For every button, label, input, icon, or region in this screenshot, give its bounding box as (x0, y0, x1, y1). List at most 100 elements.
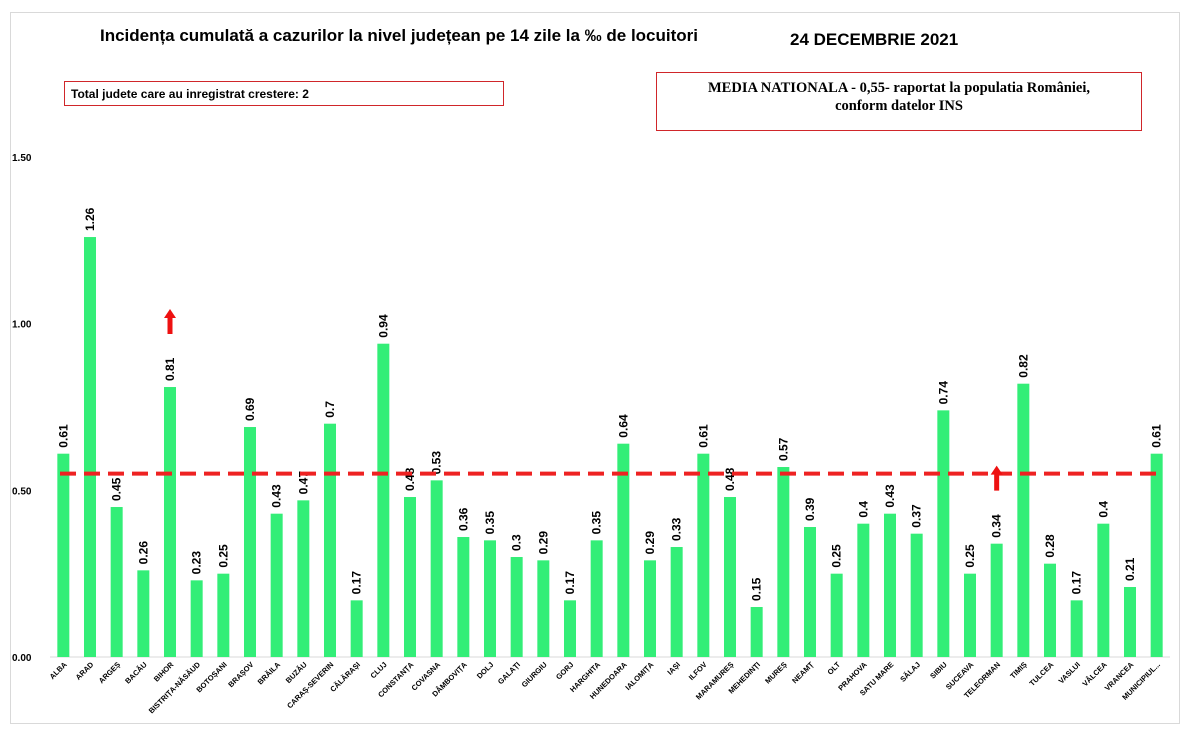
x-tick-label: NEAMȚ (790, 660, 816, 686)
bar-dâmbovița (457, 537, 470, 657)
data-label: 0.25 (830, 544, 844, 568)
data-label: 0.37 (910, 504, 924, 528)
data-label: 0.61 (696, 424, 710, 448)
bar-ilfov (697, 453, 710, 657)
bar-gorj (564, 600, 576, 657)
data-label: 0.82 (1016, 354, 1030, 378)
data-label: 0.17 (350, 571, 364, 595)
bar-botoșani (217, 573, 230, 657)
data-label: 0.48 (403, 467, 417, 491)
data-label: 0.69 (243, 397, 257, 421)
data-label: 0.26 (136, 541, 150, 565)
data-label: 0.3 (510, 534, 524, 551)
bar-brăila (270, 513, 283, 657)
bar-cluj (377, 343, 390, 657)
bar-suceava (964, 573, 976, 657)
x-tick-label: CARAȘ-SEVERIN (285, 660, 335, 710)
data-label: 0.17 (563, 571, 577, 595)
x-tick-label: SĂLAJ (898, 660, 922, 684)
chart-frame (10, 12, 1180, 724)
bar-harghita (590, 540, 603, 657)
data-label: 0.23 (190, 551, 204, 575)
national-average-line2: conform datelor INS (835, 98, 963, 114)
data-label: 0.34 (990, 514, 1004, 538)
x-tick-label: BIHOR (152, 660, 176, 684)
data-label: 0.36 (456, 507, 470, 531)
bar-brașov (244, 427, 256, 657)
data-label: 0.4 (1096, 501, 1110, 518)
bar-giurgiu (537, 560, 550, 657)
growth-count-box: Total judete care au inregistrat crester… (64, 81, 504, 106)
x-tick-label: ALBA (48, 660, 70, 682)
bar-sibiu (937, 410, 950, 657)
bar-călărași (350, 600, 363, 657)
bar-vaslui (1070, 600, 1083, 657)
data-label: 0.29 (643, 531, 657, 555)
bar-covasna (430, 480, 443, 657)
bar-bistrița-năsăud (190, 580, 203, 657)
bar-prahova (857, 523, 870, 657)
data-label: 0.7 (323, 401, 337, 418)
y-tick-label: 1.00 (12, 320, 32, 331)
bar-alba (57, 453, 70, 657)
bar-bacău (137, 570, 150, 657)
x-tick-label: BRĂILA (256, 660, 283, 687)
data-label: 0.4 (856, 501, 870, 518)
data-label: 0.61 (56, 424, 70, 448)
x-tick-label: ARGEȘ (97, 660, 122, 685)
national-average-line1: MEDIA NATIONALA - 0,55- raportat la popu… (708, 80, 1090, 96)
x-tick-label: IAȘI (665, 660, 682, 677)
x-tick-label: TULCEA (1028, 660, 1056, 688)
x-tick-label: BRAȘOV (226, 660, 255, 689)
x-tick-label: SIBIU (928, 660, 949, 681)
bar-dolj (484, 540, 496, 657)
data-label: 1.26 (83, 207, 97, 231)
bar-constanța (404, 497, 416, 657)
data-label: 0.33 (670, 517, 684, 541)
bar-argeș (110, 507, 123, 657)
data-label: 0.39 (803, 497, 817, 521)
x-tick-label: DOLJ (475, 660, 496, 681)
national-average-box: MEDIA NATIONALA - 0,55- raportat la popu… (656, 72, 1142, 131)
y-tick-label: 1.50 (12, 153, 32, 164)
bar-maramureș (724, 497, 736, 657)
x-tick-label: BACĂU (123, 660, 149, 686)
bar-bihor (164, 387, 176, 657)
data-label: 0.53 (430, 451, 444, 475)
increase-arrow-icon (990, 465, 1003, 491)
bar-hunedoara (617, 443, 630, 657)
data-label: 0.21 (1123, 557, 1137, 581)
x-tick-label: GALAȚI (496, 660, 522, 686)
bar-municipiul... (1150, 453, 1163, 657)
bar-olt (830, 573, 843, 657)
x-tick-label: ARAD (74, 660, 96, 682)
data-label: 0.47 (296, 471, 310, 495)
chart-title: Incidența cumulată a cazurilor la nivel … (100, 26, 699, 45)
bar-mehedinți (750, 607, 763, 657)
bar-sălaj (910, 533, 923, 657)
data-label: 0.17 (1070, 571, 1084, 595)
bar-vrancea (1124, 587, 1136, 657)
data-label: 0.15 (750, 577, 764, 601)
x-tick-label: CLUJ (369, 660, 389, 680)
data-label: 0.45 (110, 477, 124, 501)
chart-date: 24 DECEMBRIE 2021 (790, 30, 959, 49)
x-tick-label: ILFOV (687, 660, 709, 682)
data-label: 0.74 (936, 381, 950, 405)
bar-vâlcea (1097, 523, 1110, 657)
data-label: 0.81 (163, 357, 177, 381)
bar-galați (510, 557, 523, 657)
y-tick-label: 0.50 (12, 486, 32, 497)
bar-buzău (297, 500, 310, 657)
data-label: 0.94 (376, 314, 390, 338)
data-label: 0.29 (536, 531, 550, 555)
x-tick-label: VASLUI (1057, 660, 1082, 685)
bar-teleorman (990, 543, 1003, 657)
bar-neamț (804, 527, 816, 657)
x-tick-label: GORJ (554, 660, 575, 681)
bar-tulcea (1044, 563, 1056, 657)
bar-ialomița (644, 560, 656, 657)
data-label: 0.25 (216, 544, 230, 568)
bar-arad (84, 237, 96, 658)
